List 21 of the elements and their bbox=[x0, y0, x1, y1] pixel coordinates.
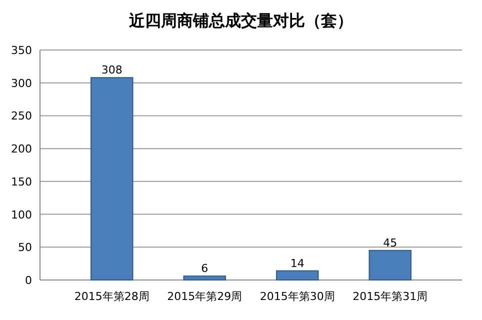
x-tick-label: 2015年第29周 bbox=[167, 290, 242, 303]
chart-title: 近四周商铺总成交量对比（套） bbox=[128, 11, 353, 30]
y-tick-label: 0 bbox=[25, 274, 32, 287]
bar bbox=[368, 250, 412, 280]
data-label: 308 bbox=[101, 64, 122, 77]
y-tick-label: 150 bbox=[11, 175, 32, 188]
x-tick-label: 2015年第30周 bbox=[260, 290, 335, 303]
data-label: 45 bbox=[383, 236, 398, 250]
bar bbox=[183, 276, 226, 280]
y-tick-label: 100 bbox=[11, 208, 32, 222]
y-tick-label: 200 bbox=[11, 142, 32, 156]
y-tick-label: 350 bbox=[11, 44, 32, 57]
y-tick-label: 300 bbox=[11, 76, 32, 90]
y-tick-label: 250 bbox=[11, 110, 32, 123]
data-label: 6 bbox=[201, 262, 208, 276]
x-tick-label: 2015年第28周 bbox=[74, 290, 150, 303]
x-tick-label: 2015年第31周 bbox=[352, 290, 428, 303]
data-label: 14 bbox=[290, 256, 304, 270]
y-tick-label: 50 bbox=[18, 241, 32, 254]
bar bbox=[90, 77, 134, 280]
bar bbox=[276, 270, 319, 280]
